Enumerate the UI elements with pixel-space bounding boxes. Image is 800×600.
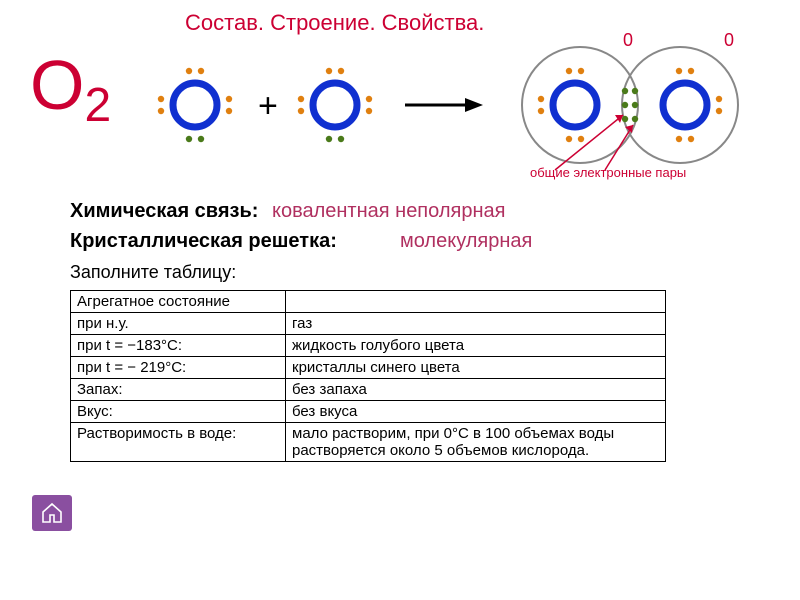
formula-sub: 2 bbox=[84, 79, 111, 132]
reaction-arrow-head bbox=[465, 98, 483, 112]
atom-left bbox=[158, 68, 232, 142]
cell: Вкус: bbox=[71, 401, 286, 423]
table-row: при н.у.газ bbox=[71, 313, 666, 335]
lattice-row: Кристаллическая решетка: молекулярная bbox=[70, 230, 337, 253]
lattice-label: Кристаллическая решетка: bbox=[70, 230, 337, 252]
cell: при н.у. bbox=[71, 313, 286, 335]
cell: кристаллы синего цвета bbox=[286, 357, 666, 379]
oxygen-formula: O2 bbox=[30, 45, 111, 125]
table-row: при t = −183°С:жидкость голубого цвета bbox=[71, 335, 666, 357]
lewis-diagram: + bbox=[135, 35, 765, 180]
properties-table: Агрегатное состояние при н.у.газ при t =… bbox=[70, 290, 666, 462]
atom-right bbox=[298, 68, 372, 142]
table-row: Запах:без запаха bbox=[71, 379, 666, 401]
plus-sign: + bbox=[258, 87, 278, 125]
home-button[interactable] bbox=[32, 495, 72, 531]
cell bbox=[286, 291, 666, 313]
cell: без вкуса bbox=[286, 401, 666, 423]
cell: Растворимость в воде: bbox=[71, 423, 286, 462]
cell: мало растворим, при 0°С в 100 объемах во… bbox=[286, 423, 666, 462]
cell: при t = − 219°С: bbox=[71, 357, 286, 379]
house-icon bbox=[39, 501, 65, 525]
lewis-svg: + bbox=[135, 35, 765, 185]
lattice-value: молекулярная bbox=[400, 230, 532, 253]
cell: Агрегатное состояние bbox=[71, 291, 286, 313]
table-row: Агрегатное состояние bbox=[71, 291, 666, 313]
shared-pairs-label: общие электронные пары bbox=[530, 165, 686, 180]
table-row: Растворимость в воде:мало растворим, при… bbox=[71, 423, 666, 462]
cell: Запах: bbox=[71, 379, 286, 401]
table-row: при t = − 219°С:кристаллы синего цвета bbox=[71, 357, 666, 379]
molecule-o2 bbox=[522, 47, 738, 163]
cell: без запаха bbox=[286, 379, 666, 401]
pointer-line-2 bbox=[605, 125, 633, 170]
chem-bond-value: ковалентная неполярная bbox=[272, 200, 505, 222]
table-body: Агрегатное состояние при н.у.газ при t =… bbox=[71, 291, 666, 462]
table-row: Вкус:без вкуса bbox=[71, 401, 666, 423]
fill-table-label: Заполните таблицу: bbox=[70, 262, 236, 283]
slide-title: Состав. Строение. Свойства. bbox=[185, 10, 484, 36]
cell: газ bbox=[286, 313, 666, 335]
cell: при t = −183°С: bbox=[71, 335, 286, 357]
cell: жидкость голубого цвета bbox=[286, 335, 666, 357]
formula-o: O bbox=[30, 46, 84, 124]
chemical-bond-row: Химическая связь: ковалентная неполярная bbox=[70, 200, 505, 223]
chem-bond-label: Химическая связь: bbox=[70, 200, 258, 222]
